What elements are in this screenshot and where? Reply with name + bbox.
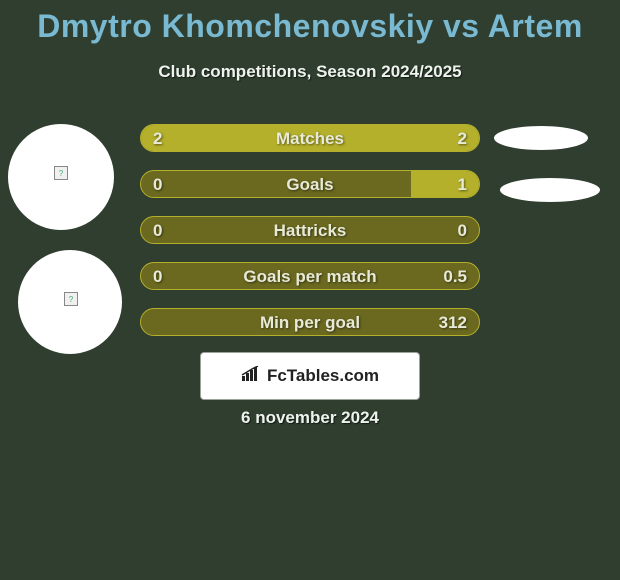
stat-row: 0Hattricks0: [140, 216, 480, 244]
stat-value-right: 0: [458, 217, 467, 244]
player1-avatar: ?: [8, 124, 114, 230]
stat-row: Min per goal312: [140, 308, 480, 336]
stat-value-right: 0.5: [443, 263, 467, 290]
stat-value-right: 312: [439, 309, 467, 336]
stat-label: Min per goal: [141, 309, 479, 336]
stat-row: 2Matches2: [140, 124, 480, 152]
stat-row: 0Goals per match0.5: [140, 262, 480, 290]
stat-label: Matches: [141, 125, 479, 152]
stat-label: Hattricks: [141, 217, 479, 244]
player2-avatar: ?: [18, 250, 122, 354]
stat-value-right: 2: [458, 125, 467, 152]
stat-row: 0Goals1: [140, 170, 480, 198]
stat-label: Goals: [141, 171, 479, 198]
date-label: 6 november 2024: [0, 408, 620, 428]
stat-value-right: 1: [458, 171, 467, 198]
source-label: FcTables.com: [267, 366, 379, 386]
stats-panel: 2Matches20Goals10Hattricks00Goals per ma…: [140, 124, 480, 354]
player1-club-blob: [494, 126, 588, 150]
comparison-card: Dmytro Khomchenovskiy vs Artem Club comp…: [0, 0, 620, 580]
broken-image-icon: ?: [64, 292, 78, 306]
stat-label: Goals per match: [141, 263, 479, 290]
subtitle: Club competitions, Season 2024/2025: [0, 62, 620, 82]
player2-club-blob: [500, 178, 600, 202]
source-badge: FcTables.com: [200, 352, 420, 400]
page-title: Dmytro Khomchenovskiy vs Artem: [0, 8, 620, 45]
chart-icon: [241, 366, 261, 387]
broken-image-icon: ?: [54, 166, 68, 180]
